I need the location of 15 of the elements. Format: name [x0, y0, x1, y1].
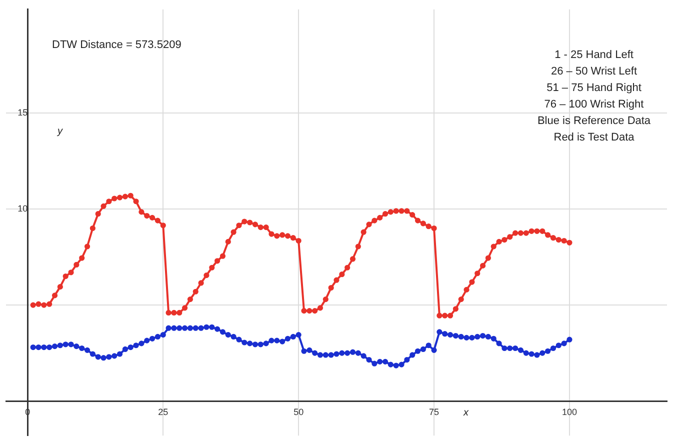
x-tick-label: 100: [562, 406, 577, 417]
x-tick-label: 25: [158, 406, 168, 417]
y-tick-label: 10: [18, 204, 28, 214]
x-tick-label: 50: [294, 406, 304, 417]
y-tick-label: 15: [18, 108, 28, 118]
annotation: DTW Distance = 573.5209: [52, 39, 182, 51]
annotation: 1 - 25 Hand Left: [554, 49, 634, 61]
annotation: Red is Test Data: [554, 132, 636, 144]
annotation: 26 – 50 Wrist Left: [550, 66, 638, 78]
annotation: Blue is Reference Data: [537, 115, 652, 127]
annotation: 51 – 75 Hand Right: [546, 82, 642, 94]
x-axis-title: x: [462, 408, 470, 419]
y-axis-title: y: [56, 126, 64, 137]
x-tick-label: 75: [429, 406, 440, 417]
annotation: 76 – 100 Wrist Right: [544, 98, 644, 110]
